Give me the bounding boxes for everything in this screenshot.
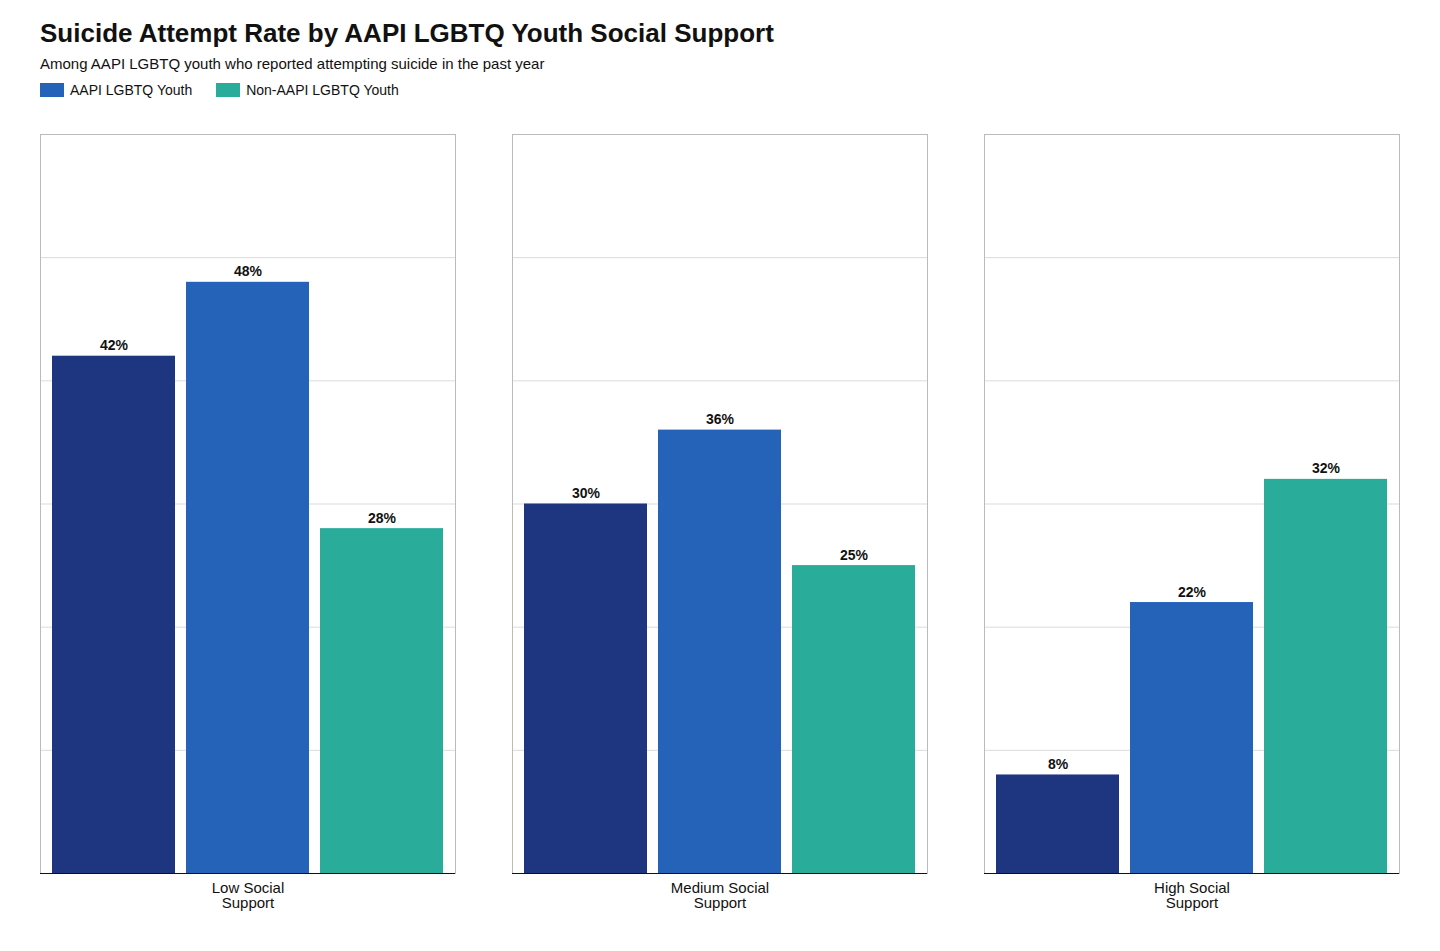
svg-text:32%: 32% [1312,460,1341,476]
svg-text:Low SocialSupport: Low SocialSupport [212,879,285,911]
html-text:AAPI LGBTQ Youth: AAPI LGBTQ Youth [70,82,193,98]
html-text:Among AAPI LGBTQ youth who rep: Among AAPI LGBTQ youth who reported atte… [40,55,545,72]
html-text:Suicide Attempt Rate by AAPI L: Suicide Attempt Rate by AAPI LGBTQ Youth… [40,18,774,48]
svg-text:25%: 25% [840,547,869,563]
svg-text:8%: 8% [1048,756,1069,772]
svg-text:30%: 30% [572,485,601,501]
svg-text:48%: 48% [234,263,263,279]
svg-text:36%: 36% [706,411,735,427]
svg-text:22%: 22% [1178,584,1207,600]
html-text:Non-AAPI LGBTQ Youth: Non-AAPI LGBTQ Youth [246,82,399,98]
svg-text:Medium SocialSupport: Medium SocialSupport [671,879,769,911]
svg-text:High SocialSupport: High SocialSupport [1154,879,1230,911]
svg-text:28%: 28% [368,510,397,526]
svg-text:42%: 42% [100,337,129,353]
